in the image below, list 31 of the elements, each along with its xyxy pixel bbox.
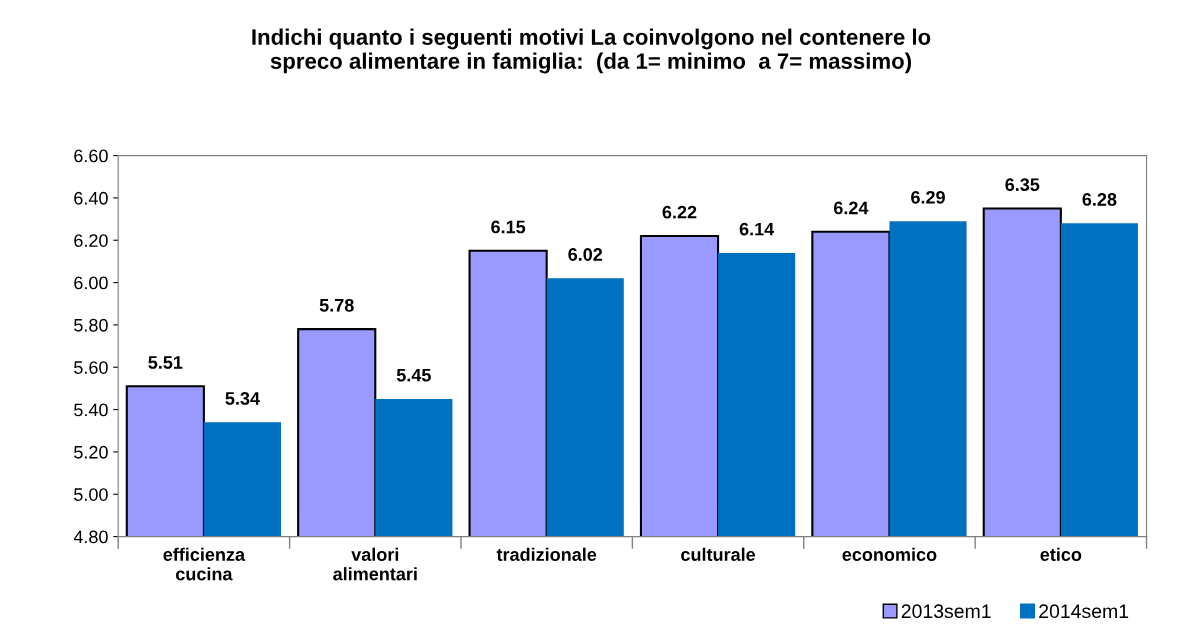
data-label: 6.28 <box>1082 193 1117 206</box>
y-tick-label: 6.60 <box>74 149 108 163</box>
data-label: 6.24 <box>833 201 869 215</box>
data-label: 6.35 <box>1005 178 1040 192</box>
data-label: 6.29 <box>911 190 945 204</box>
x-tick-label: economico <box>842 547 937 561</box>
y-tick-label: 6.20 <box>74 234 108 247</box>
legend-label: 2013sem1 <box>901 604 991 619</box>
y-tick-label: 6.40 <box>74 191 108 205</box>
y-tick-label: 4.80 <box>73 530 108 544</box>
y-tick-label: 5.60 <box>74 361 108 374</box>
y-tick-label: 5.20 <box>74 445 108 459</box>
x-tick-label: efficienza cucina <box>163 547 246 581</box>
data-label: 6.22 <box>662 205 697 219</box>
x-tick-label: valori alimentari <box>333 547 417 581</box>
data-label: 6.14 <box>739 222 775 236</box>
y-tick-label: 5.00 <box>74 488 108 501</box>
data-label: 6.15 <box>491 220 526 234</box>
legend-label: 2014sem1 <box>1039 604 1129 619</box>
y-tick-label: 5.40 <box>74 403 108 417</box>
x-tick-label: tradizionale <box>496 547 597 561</box>
x-tick-label: etico <box>1040 547 1082 561</box>
y-tick-label: 5.80 <box>74 318 108 332</box>
data-label: 5.45 <box>396 368 431 382</box>
data-label: 5.78 <box>319 298 354 312</box>
data-label: 5.51 <box>148 356 183 369</box>
data-label: 5.34 <box>225 392 260 405</box>
chart-title: Indichi quanto i seguenti motivi La coinvolgono nel contenere lo spreco alimentare in famiglia: (da 1= minimo a 7= massimo) <box>252 28 931 74</box>
data-label: 6.02 <box>568 248 603 261</box>
x-tick-label: culturale <box>681 547 756 561</box>
y-tick-label: 6.00 <box>74 276 108 290</box>
